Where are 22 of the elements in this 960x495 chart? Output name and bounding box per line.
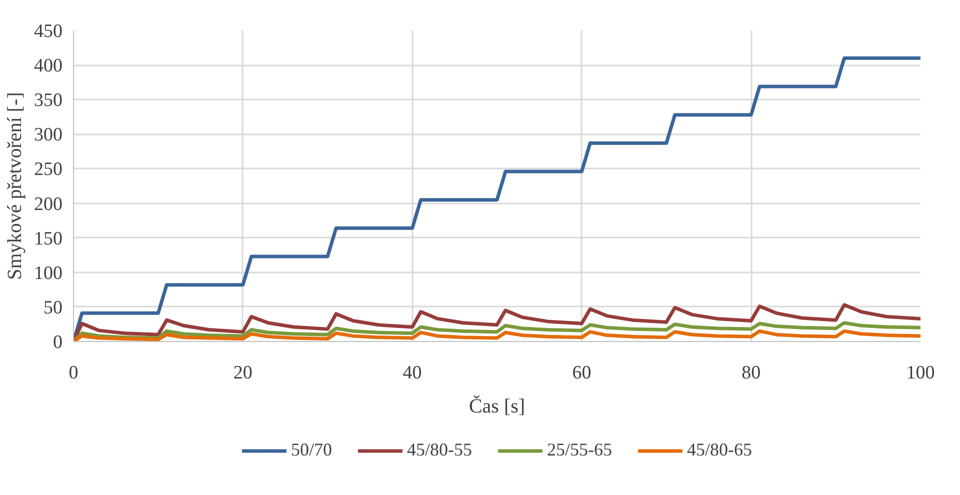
y-tick-label: 200 — [34, 194, 62, 215]
x-axis-title: Čas [s] — [468, 394, 526, 418]
legend-label: 25/55-65 — [547, 440, 612, 460]
y-tick-label: 50 — [44, 297, 62, 318]
legend-label: 45/80-55 — [407, 440, 472, 460]
y-axis-title: Smykové přetvoření [-] — [4, 92, 26, 280]
y-tick-label: 0 — [53, 332, 62, 353]
x-tick-label: 80 — [742, 362, 761, 384]
y-tick-label: 150 — [34, 228, 62, 250]
x-tick-label: 20 — [233, 362, 252, 384]
y-tick-label: 100 — [34, 262, 62, 284]
legend-label: 50/70 — [290, 440, 332, 460]
legend-label: 45/80-65 — [687, 440, 752, 460]
x-tick-label: 0 — [68, 362, 78, 384]
y-tick-label: 400 — [34, 56, 62, 77]
x-tick-label: 40 — [402, 362, 422, 384]
y-tick-label: 300 — [34, 124, 62, 146]
x-tick-label: 60 — [572, 362, 592, 384]
x-tick-label: 100 — [906, 362, 935, 384]
y-tick-label: 450 — [34, 21, 62, 42]
y-tick-label: 250 — [34, 159, 62, 180]
y-tick-label: 350 — [34, 90, 62, 112]
